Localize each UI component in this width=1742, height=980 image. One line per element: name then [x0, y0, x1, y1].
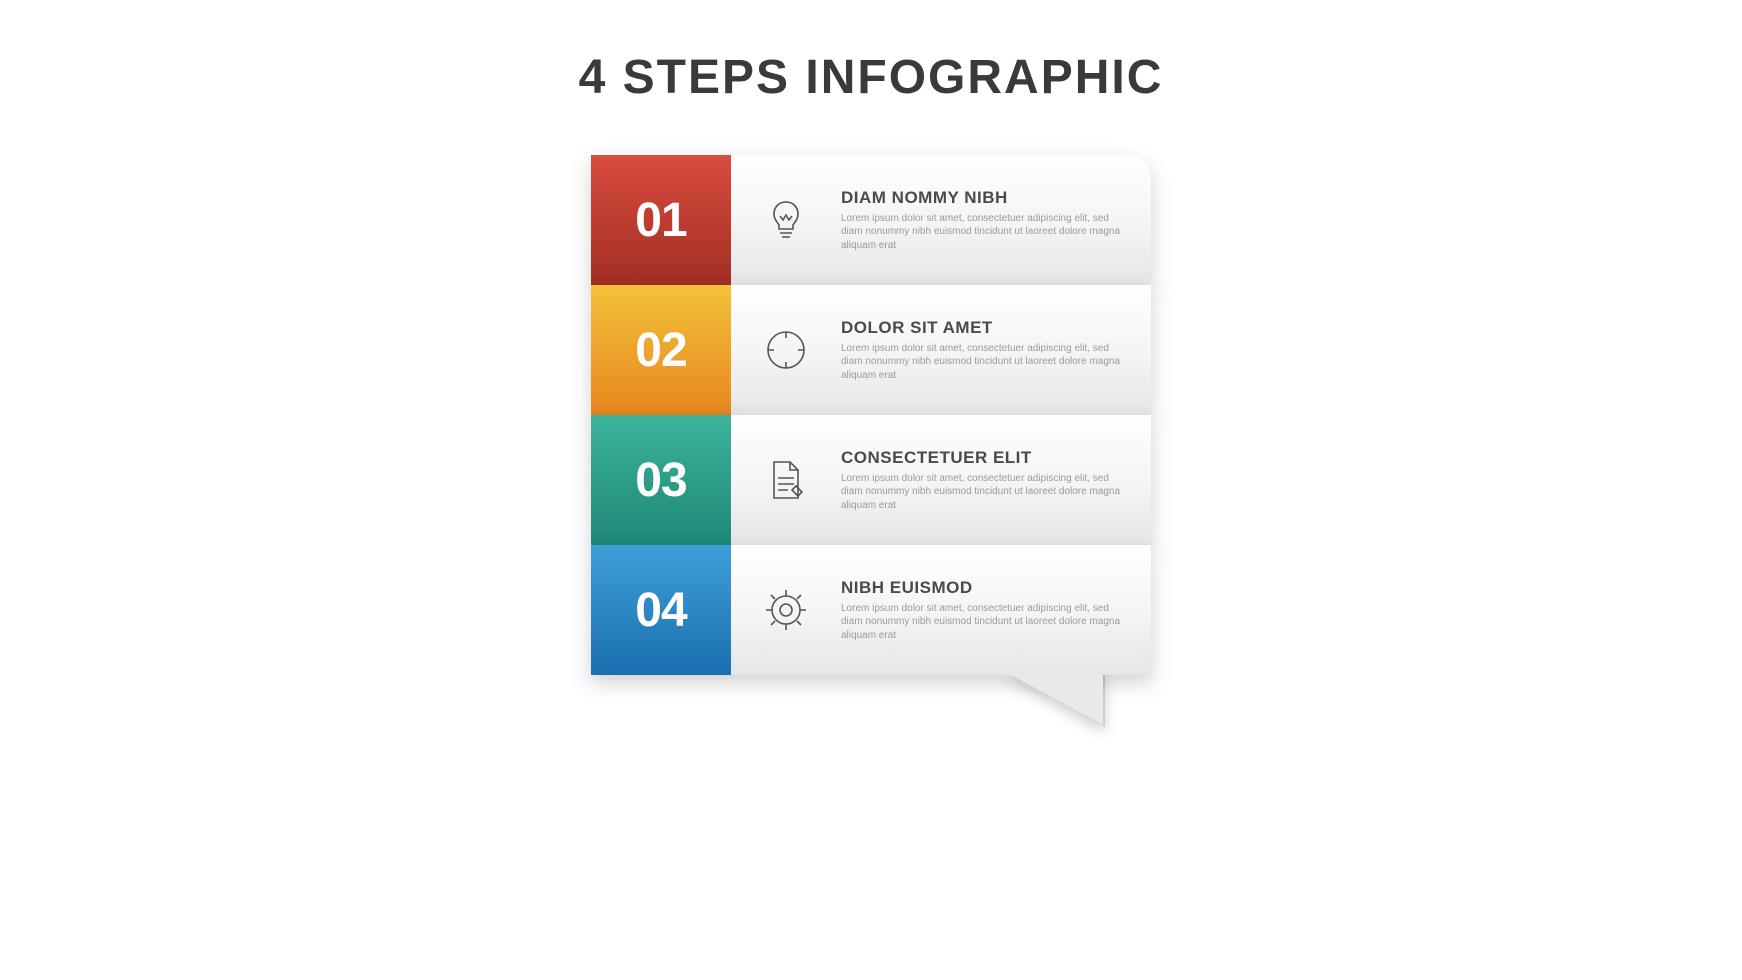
step-row-02: 02 DOLOR SIT AMET Lorem ipsum dolor sit … — [591, 285, 1151, 415]
target-icon — [759, 323, 813, 377]
step-text-03: CONSECTETUER ELIT Lorem ipsum dolor sit … — [841, 448, 1133, 513]
step-number-03: 03 — [635, 453, 686, 508]
step-content-02: DOLOR SIT AMET Lorem ipsum dolor sit ame… — [731, 285, 1151, 415]
step-desc-04: Lorem ipsum dolor sit amet, consectetuer… — [841, 602, 1133, 643]
step-desc-03: Lorem ipsum dolor sit amet, consectetuer… — [841, 472, 1133, 513]
step-row-03: 03 CONSECTETUER ELIT Lorem ipsum dolor s… — [591, 415, 1151, 545]
step-heading-04: NIBH EUISMOD — [841, 578, 1133, 598]
step-number-box-04: 04 — [591, 545, 731, 675]
step-text-04: NIBH EUISMOD Lorem ipsum dolor sit amet,… — [841, 578, 1133, 643]
step-number-01: 01 — [635, 193, 686, 248]
document-pencil-icon — [759, 453, 813, 507]
step-content-01: DIAM NOMMY NIBH Lorem ipsum dolor sit am… — [731, 155, 1151, 285]
lightbulb-icon — [759, 193, 813, 247]
step-row-04: 04 NIBH EUISMOD Lorem ipsum dolor sit am… — [591, 545, 1151, 675]
step-number-box-01: 01 — [591, 155, 731, 285]
step-number-box-03: 03 — [591, 415, 731, 545]
step-number-02: 02 — [635, 323, 686, 378]
step-heading-03: CONSECTETUER ELIT — [841, 448, 1133, 468]
step-row-01: 01 DIAM NOMMY NIBH Lorem ipsum dolor sit… — [591, 155, 1151, 285]
step-desc-02: Lorem ipsum dolor sit amet, consectetuer… — [841, 342, 1133, 383]
step-content-04: NIBH EUISMOD Lorem ipsum dolor sit amet,… — [731, 545, 1151, 675]
step-number-box-02: 02 — [591, 285, 731, 415]
step-text-01: DIAM NOMMY NIBH Lorem ipsum dolor sit am… — [841, 188, 1133, 253]
step-content-03: CONSECTETUER ELIT Lorem ipsum dolor sit … — [731, 415, 1151, 545]
step-heading-02: DOLOR SIT AMET — [841, 318, 1133, 338]
step-text-02: DOLOR SIT AMET Lorem ipsum dolor sit ame… — [841, 318, 1133, 383]
gear-icon — [759, 583, 813, 637]
step-number-04: 04 — [635, 583, 686, 638]
fold-face — [1007, 673, 1103, 725]
step-desc-01: Lorem ipsum dolor sit amet, consectetuer… — [841, 212, 1133, 253]
step-heading-01: DIAM NOMMY NIBH — [841, 188, 1133, 208]
infographic-container: 01 DIAM NOMMY NIBH Lorem ipsum dolor sit… — [591, 155, 1151, 675]
page-title: 4 STEPS INFOGRAPHIC — [579, 50, 1164, 105]
